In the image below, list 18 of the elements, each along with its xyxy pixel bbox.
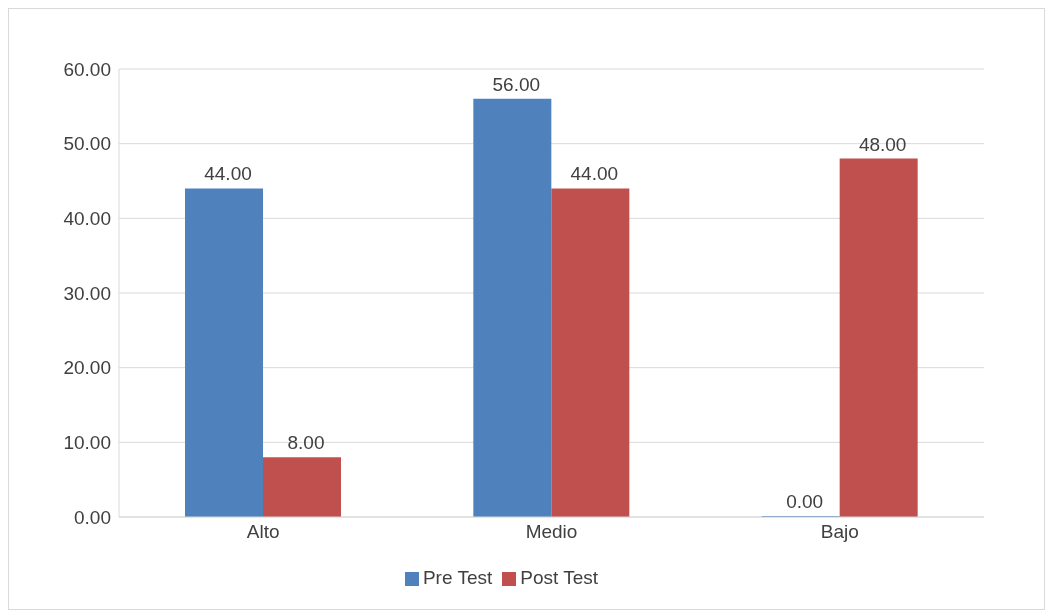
data-label: 8.00 bbox=[287, 432, 325, 454]
data-label: 44.00 bbox=[204, 163, 252, 185]
legend-label: Pre Test bbox=[422, 567, 493, 588]
y-tick-label: 40.00 bbox=[63, 208, 111, 230]
data-label: 56.00 bbox=[492, 73, 541, 95]
data-label: 44.00 bbox=[570, 163, 619, 185]
y-tick-label: 30.00 bbox=[63, 282, 111, 304]
x-tick-label: Bajo bbox=[820, 521, 859, 543]
y-tick-label: 10.00 bbox=[63, 432, 111, 454]
y-tick-label: 60.00 bbox=[63, 58, 111, 80]
legend-label: Post Test bbox=[520, 567, 599, 588]
y-tick-label: 0.00 bbox=[74, 506, 111, 528]
y-tick-label: 20.00 bbox=[63, 357, 111, 379]
x-tick-label: Medio bbox=[525, 521, 578, 543]
y-tick-label: 50.00 bbox=[63, 133, 111, 155]
x-tick-label: Alto bbox=[246, 521, 280, 543]
data-label: 48.00 bbox=[858, 133, 907, 155]
data-label: 0.00 bbox=[786, 491, 824, 512]
